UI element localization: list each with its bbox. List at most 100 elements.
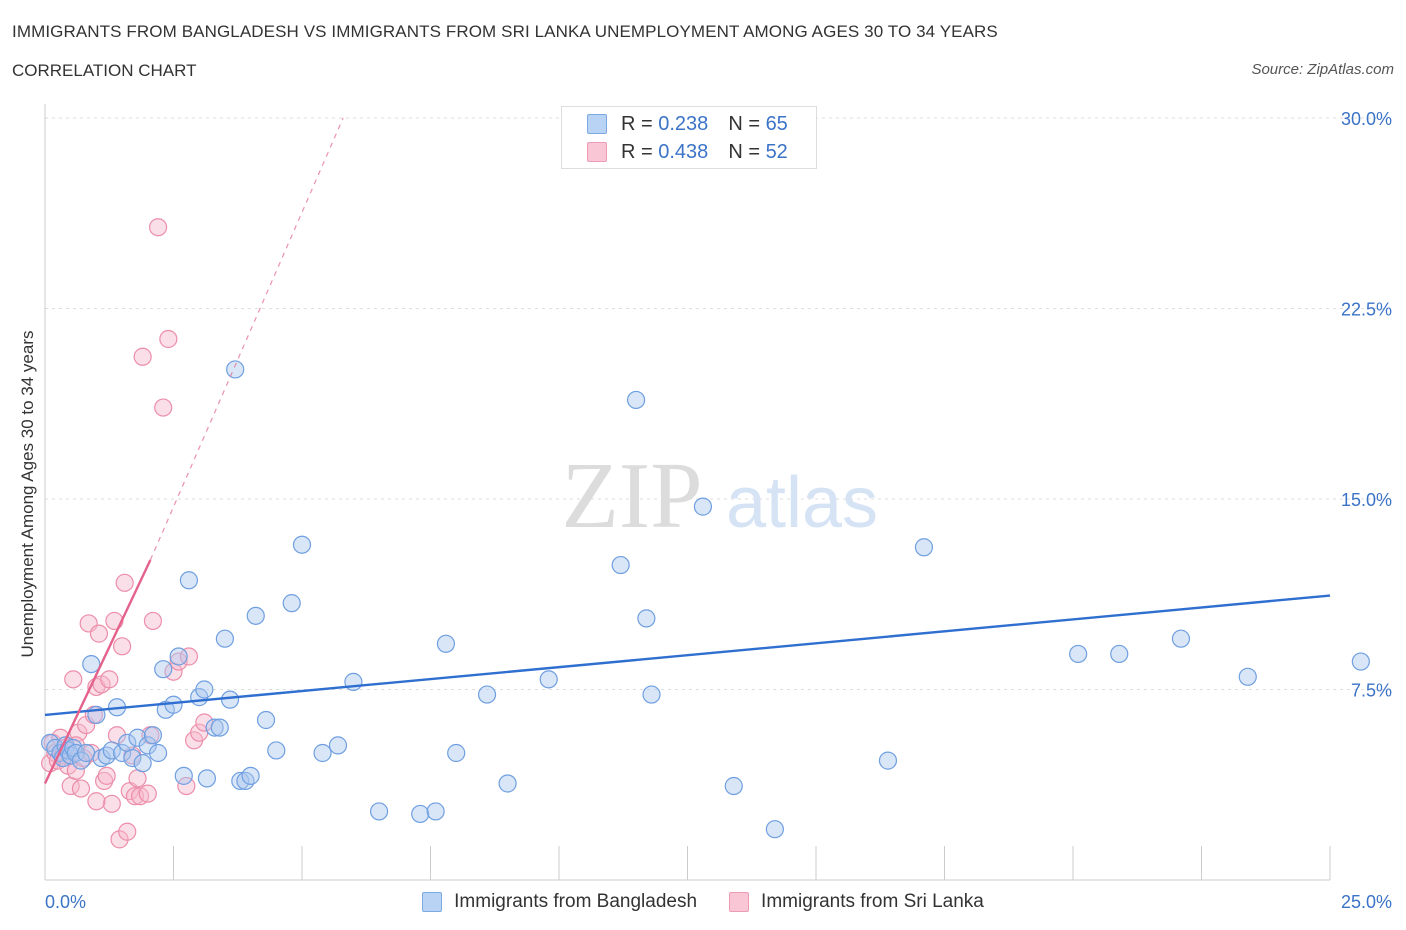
point-bangladesh [169, 647, 188, 666]
point-bangladesh [436, 634, 456, 653]
point-bangladesh [179, 571, 199, 590]
point-bangladesh [92, 748, 111, 768]
point-bangladesh [195, 680, 214, 699]
x-tick-label-min: 0.0% [45, 892, 86, 912]
point-bangladesh [256, 710, 276, 730]
point-bangladesh [1351, 652, 1370, 671]
y-tick-label: 30.0% [1341, 109, 1392, 129]
axes [44, 104, 1330, 881]
point-srilanka [118, 822, 137, 841]
point-srilanka [148, 218, 168, 237]
trend-line-srilanka-extension [149, 117, 344, 561]
point-bangladesh [205, 718, 224, 737]
legend-n-label: N = [728, 140, 760, 163]
point-srilanka [82, 743, 101, 763]
point-bangladesh [128, 728, 147, 747]
point-bangladesh [267, 741, 286, 760]
legend-r-value-bangladesh: 0.238 [658, 112, 709, 135]
point-bangladesh [133, 754, 152, 773]
legend-n-value-srilanka: 52 [765, 140, 788, 163]
point-bangladesh [112, 743, 132, 763]
point-srilanka [110, 830, 129, 849]
point-bangladesh [164, 695, 183, 714]
point-bangladesh [241, 766, 260, 785]
point-bangladesh [642, 685, 661, 704]
point-srilanka [100, 670, 119, 689]
chart-title: IMMIGRANTS FROM BANGLADESH VS IMMIGRANTS… [12, 22, 998, 41]
legend-r-value-srilanka: 0.438 [658, 140, 709, 163]
point-srilanka [128, 769, 147, 788]
point-bangladesh [282, 594, 301, 613]
point-bangladesh [611, 555, 630, 575]
watermark-atlas: atlas [726, 463, 878, 543]
point-bangladesh [123, 748, 142, 768]
chart-source: Source: ZipAtlas.com [1251, 61, 1394, 78]
legend-n-label: N = [728, 112, 760, 135]
point-bangladesh [154, 660, 173, 679]
watermark-zip: ZIP [562, 444, 703, 548]
point-bangladesh [97, 746, 116, 765]
legend-n-value-bangladesh: 65 [765, 112, 788, 135]
point-bangladesh [477, 685, 497, 704]
point-bangladesh [878, 751, 898, 770]
point-srilanka [159, 329, 178, 349]
point-bangladesh [370, 802, 389, 821]
point-bangladesh [637, 609, 656, 628]
point-bangladesh [447, 743, 466, 763]
point-bangladesh [143, 726, 163, 745]
trend-lines [43, 117, 1331, 784]
point-srilanka [71, 779, 91, 798]
point-srilanka [89, 624, 109, 643]
point-bangladesh [138, 736, 157, 755]
point-bangladesh [1069, 644, 1088, 664]
point-bangladesh [724, 776, 743, 796]
point-srilanka [95, 771, 114, 791]
point-bangladesh [1171, 629, 1191, 648]
point-srilanka [169, 652, 188, 671]
point-bangladesh [174, 766, 193, 785]
point-bangladesh [231, 771, 250, 791]
legend-label-srilanka: Immigrants from Sri Lanka [761, 891, 984, 912]
grid-lines [44, 117, 1390, 880]
y-tick-label: 15.0% [1341, 490, 1392, 510]
data-points [41, 218, 1370, 849]
point-bangladesh [82, 654, 101, 674]
point-srilanka [138, 784, 157, 803]
y-tick-label: 7.5% [1351, 681, 1392, 701]
point-bangladesh [411, 804, 430, 824]
watermark: ZIP atlas [562, 444, 879, 548]
legend-r-label: R = [621, 112, 653, 135]
point-srilanka [154, 398, 173, 417]
trend-line-srilanka [43, 559, 152, 784]
point-bangladesh [328, 736, 348, 755]
legend-item-bangladesh[interactable]: Immigrants from Bangladesh [422, 891, 697, 913]
y-tick-label: 22.5% [1341, 300, 1392, 320]
legend-item-srilanka[interactable]: Immigrants from Sri Lanka [729, 891, 984, 913]
legend-swatch-pink [587, 142, 607, 162]
legend-swatch-bangladesh [422, 892, 443, 912]
legend-r-label: R = [621, 140, 653, 163]
point-srilanka [179, 647, 199, 666]
trend-line-bangladesh [44, 594, 1331, 717]
point-bangladesh [693, 497, 713, 516]
legend-row-bangladesh: R = 0.238 N = 65 [587, 113, 788, 135]
point-bangladesh [914, 538, 934, 557]
point-srilanka [115, 573, 134, 592]
legend-swatch-blue [587, 114, 607, 134]
point-bangladesh [1110, 644, 1129, 664]
stats-legend: R = 0.238 N = 65 R = 0.438 N = 52 [561, 106, 817, 169]
point-bangladesh [246, 606, 265, 625]
series-legend: Immigrants from Bangladesh Immigrants fr… [0, 889, 1406, 915]
point-srilanka [87, 792, 106, 811]
point-bangladesh [292, 535, 312, 554]
point-srilanka [64, 670, 83, 689]
point-srilanka [133, 347, 152, 366]
point-bangladesh [498, 774, 517, 793]
y-axis-label: Unemployment Among Ages 30 to 34 years [18, 331, 37, 658]
point-srilanka [102, 794, 121, 813]
point-srilanka [143, 611, 163, 631]
chart-subtitle: CORRELATION CHART [12, 61, 197, 80]
point-bangladesh [765, 820, 784, 839]
point-srilanka [97, 766, 116, 785]
